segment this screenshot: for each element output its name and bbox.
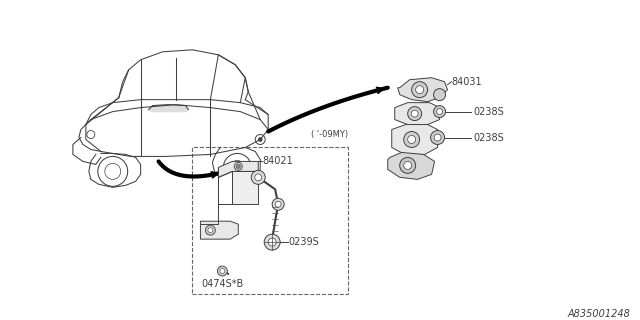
Circle shape (252, 170, 265, 184)
Circle shape (255, 174, 262, 181)
Circle shape (436, 108, 442, 115)
Polygon shape (388, 152, 435, 179)
Circle shape (218, 266, 227, 276)
Circle shape (404, 161, 412, 169)
Circle shape (411, 110, 418, 117)
Text: 0238S: 0238S (474, 132, 504, 142)
Circle shape (275, 201, 281, 207)
Circle shape (236, 164, 240, 168)
Text: 0474S*B: 0474S*B (201, 279, 243, 289)
Text: 0239S: 0239S (288, 237, 319, 247)
Circle shape (264, 234, 280, 250)
Circle shape (272, 198, 284, 210)
Text: 84031: 84031 (452, 77, 482, 87)
Circle shape (431, 131, 445, 144)
Circle shape (268, 238, 276, 246)
Circle shape (258, 138, 262, 141)
Circle shape (412, 82, 428, 98)
Circle shape (433, 89, 445, 100)
Polygon shape (218, 172, 232, 204)
Circle shape (234, 163, 243, 170)
Text: ( '-09MY): ( '-09MY) (311, 131, 348, 140)
Circle shape (400, 157, 415, 173)
Circle shape (408, 135, 415, 143)
Circle shape (415, 86, 424, 94)
Circle shape (408, 107, 422, 121)
Circle shape (205, 225, 216, 235)
Polygon shape (148, 105, 188, 112)
Circle shape (433, 106, 445, 117)
Text: 0238S: 0238S (474, 107, 504, 116)
Polygon shape (218, 161, 258, 177)
Polygon shape (392, 124, 438, 155)
Polygon shape (232, 172, 258, 204)
Circle shape (208, 228, 213, 233)
Text: 84021: 84021 (262, 156, 293, 166)
Text: A835001248: A835001248 (568, 309, 631, 319)
Circle shape (434, 134, 441, 141)
Polygon shape (397, 78, 447, 102)
Circle shape (220, 268, 225, 274)
Circle shape (404, 132, 420, 148)
Polygon shape (395, 103, 440, 124)
Bar (193, 148, 348, 294)
Polygon shape (200, 221, 238, 239)
